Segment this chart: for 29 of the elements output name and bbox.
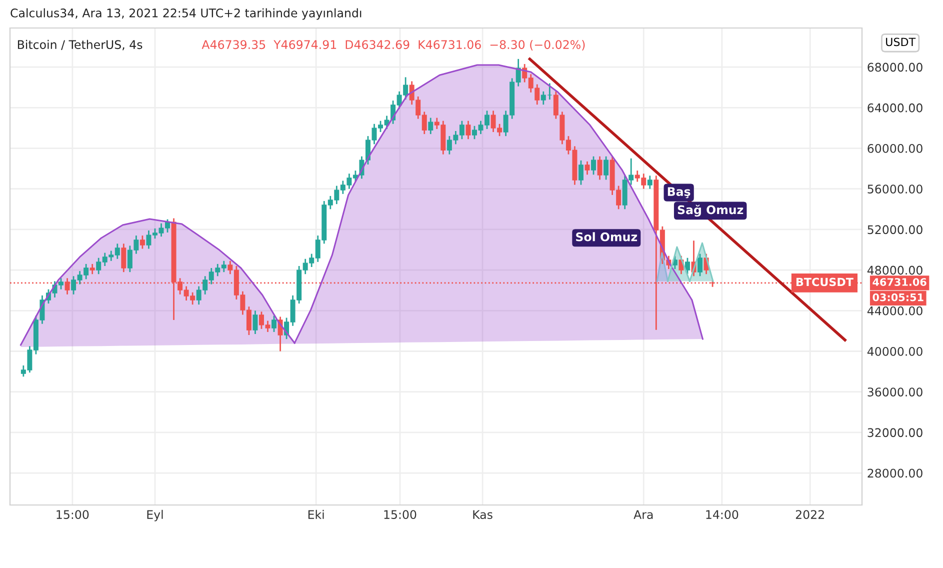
text: 46731.06 xyxy=(872,278,926,286)
x-tick-label: 14:00 xyxy=(706,510,738,519)
y-tick-label: 56000.00 xyxy=(868,184,922,194)
y-tick-label: 64000.00 xyxy=(868,103,922,112)
ref-line-label: BTCUSDT xyxy=(796,278,854,286)
annotation: Sağ Omuz xyxy=(678,204,744,217)
x-tick-label: Eyl xyxy=(147,510,163,522)
x-tick-label: 2022 xyxy=(796,510,824,519)
x-tick-label: 15:00 xyxy=(56,510,89,519)
y-tick-label: 28000.00 xyxy=(868,468,922,478)
x-tick-label: Ara xyxy=(634,510,653,519)
annotation: Baş xyxy=(668,187,690,198)
x-tick-label: Kas xyxy=(473,510,492,519)
x-tick-label: 15:00 xyxy=(384,510,416,519)
text: Bitcoin / TetherUS, 4s xyxy=(18,40,142,50)
y-tick-label: 48000.00 xyxy=(867,266,922,275)
y-tick-label: 68000.00 xyxy=(868,62,922,72)
y-tick-label: 32000.00 xyxy=(868,428,922,438)
text: Calculus34, Ara 13, 2021 22:54 UTC+2 tarihinde yayınlandı xyxy=(10,8,362,20)
y-tick-label: 60000.00 xyxy=(868,144,922,153)
annotation: Sol Omuz xyxy=(576,232,638,242)
text: USDT xyxy=(886,38,916,46)
y-tick-label: 40000.00 xyxy=(867,346,922,356)
y-tick-label: 44000.00 xyxy=(867,306,922,316)
y-tick-label: 52000.00 xyxy=(868,225,922,234)
text: 03:05:51 xyxy=(872,293,924,302)
x-tick-label: Eki xyxy=(308,510,324,519)
y-tick-label: 36000.00 xyxy=(868,388,922,396)
text: A46739.35 Y46974.91 D46342.69 K46731.06 −8.30 (−0.02%) xyxy=(202,40,585,50)
